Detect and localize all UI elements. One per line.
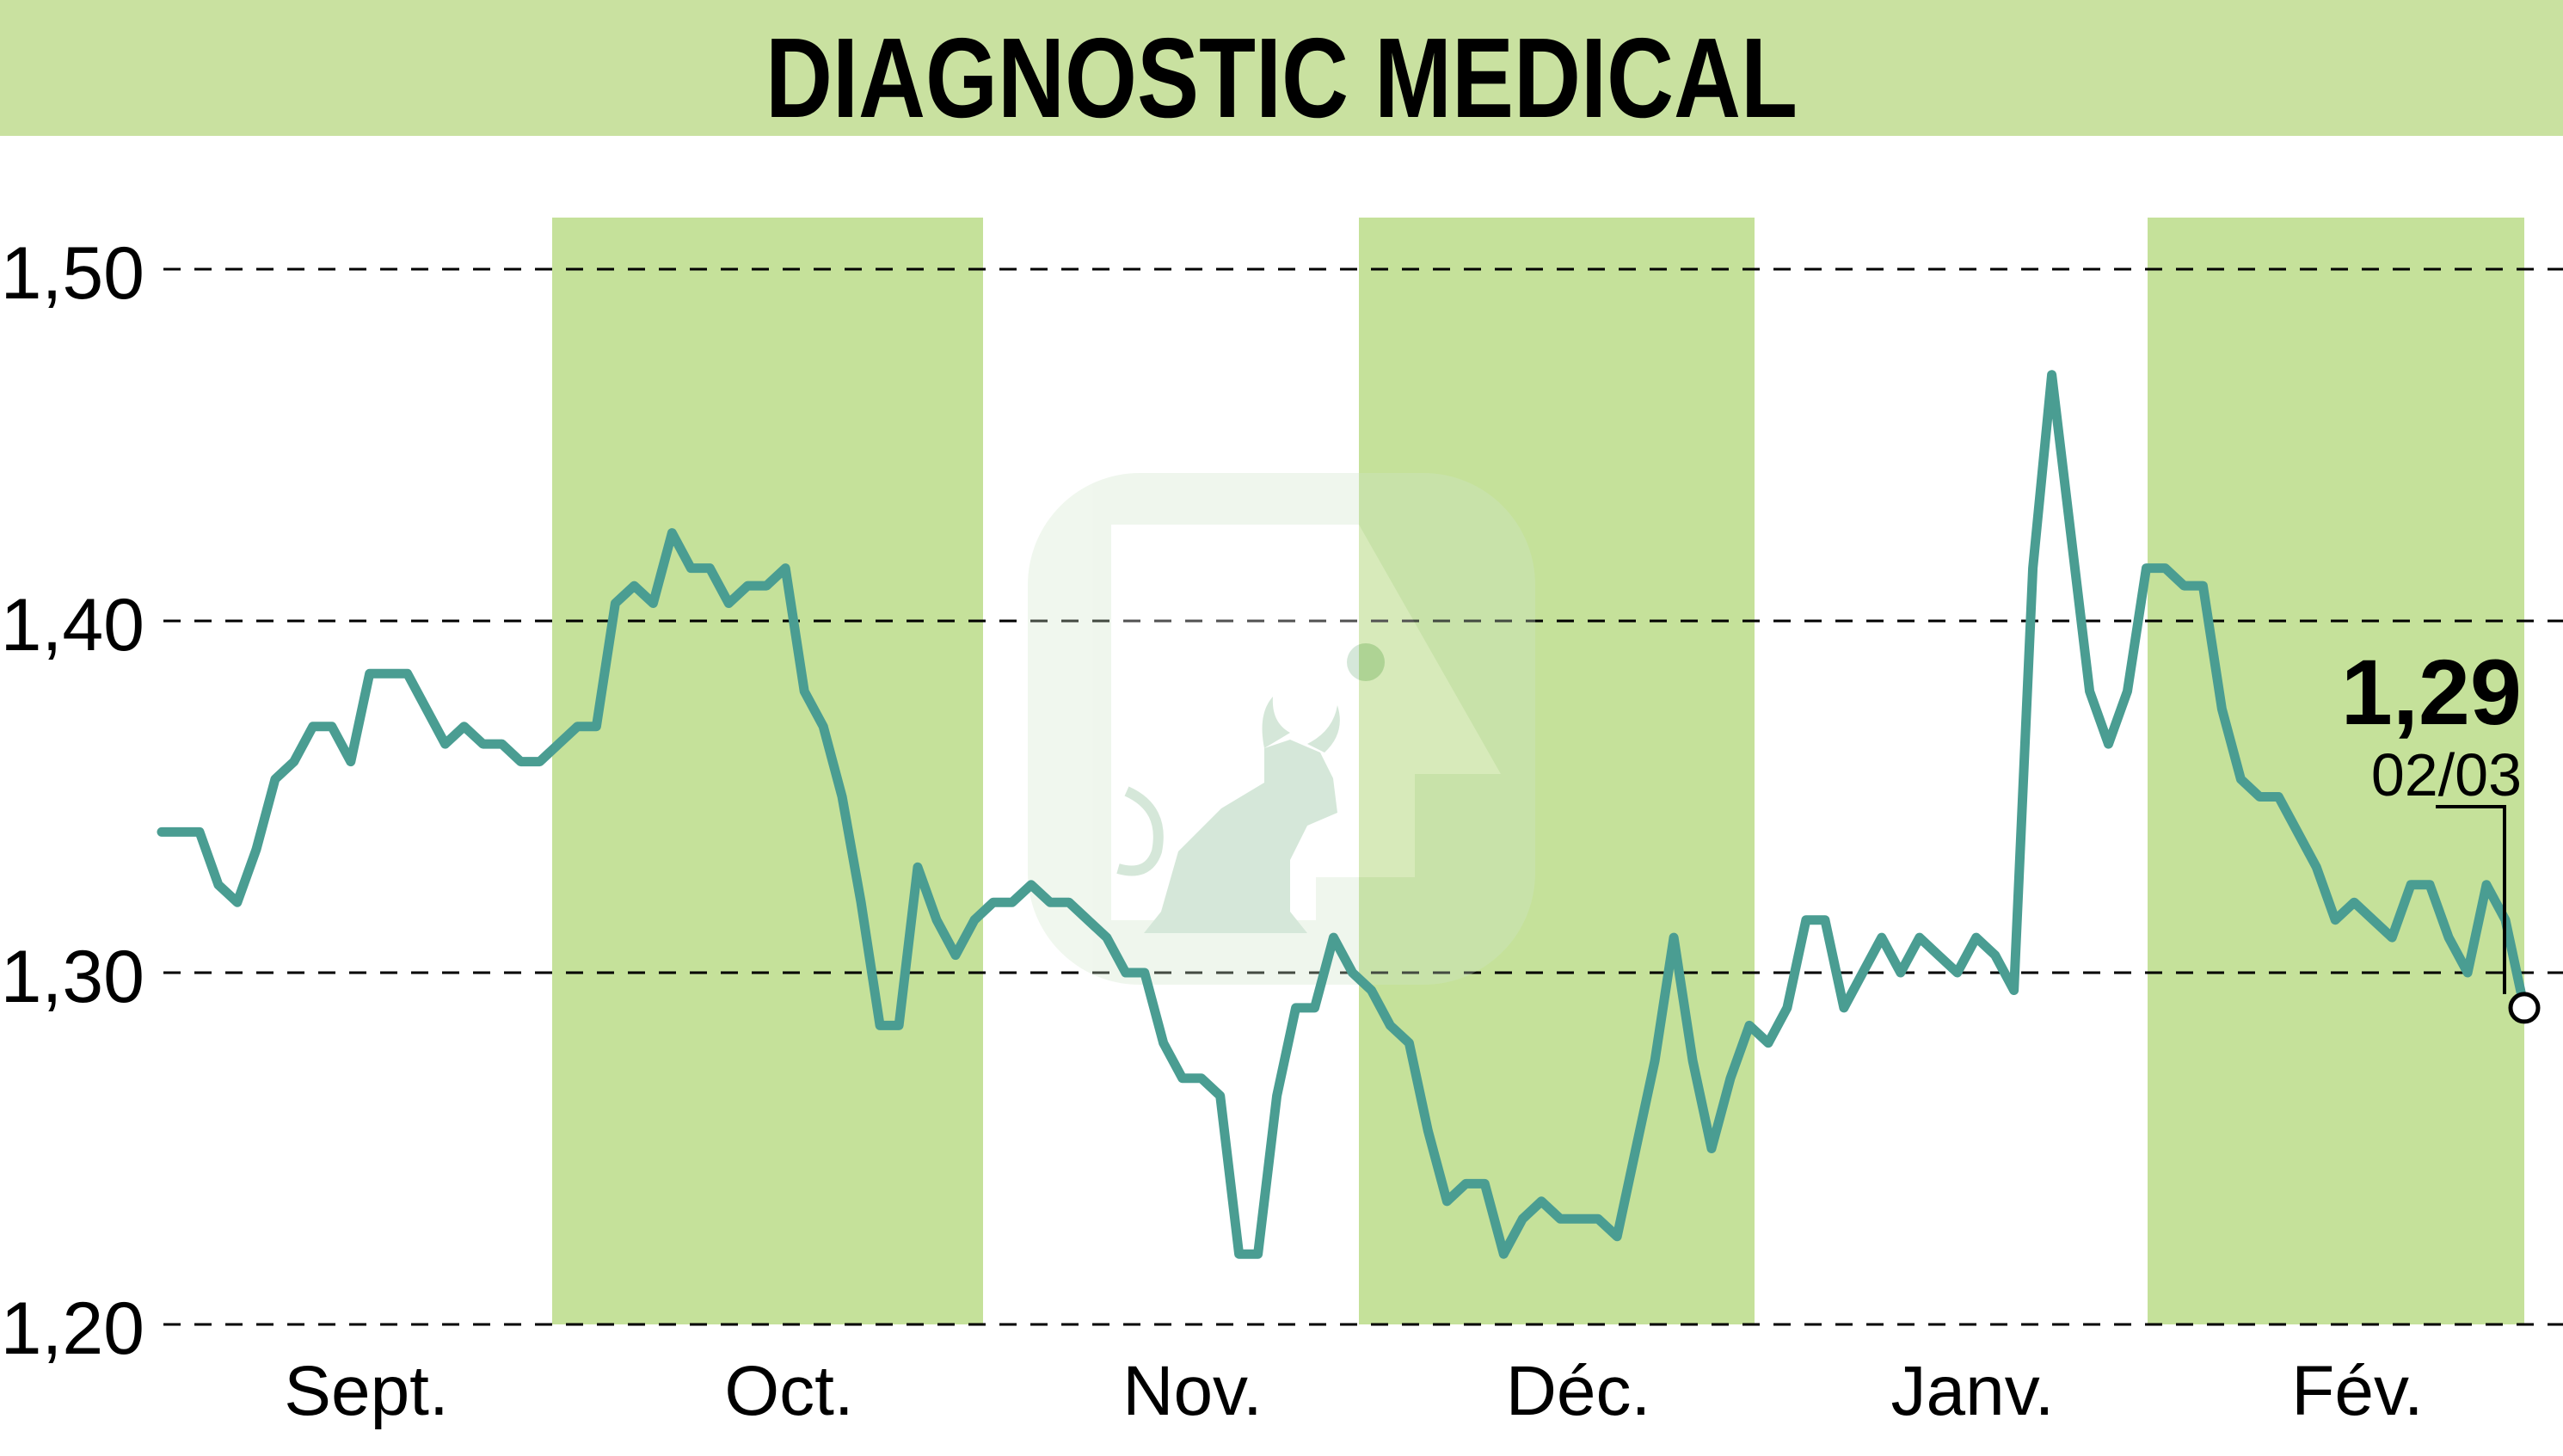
x-tick-label: Nov. [1122, 1352, 1263, 1430]
y-axis-labels: 1,20 1,30 1,40 1,50 [1, 232, 144, 1370]
x-tick-label: Déc. [1506, 1352, 1651, 1430]
chart-title: DIAGNOSTIC MEDICAL [765, 15, 1798, 141]
last-date-label: 02/03 [2371, 741, 2522, 808]
last-value-label: 1,29 [2341, 640, 2522, 744]
x-tick-label: Fév. [2291, 1352, 2423, 1430]
x-tick-label: Oct. [724, 1352, 853, 1430]
y-tick-label: 1,30 [1, 936, 144, 1018]
month-band [2148, 218, 2524, 1324]
month-band [552, 218, 983, 1324]
x-axis-labels: Sept. Oct. Nov. Déc. Janv. Fév. [284, 1352, 2423, 1430]
title-band [0, 0, 2563, 136]
leader-line [2436, 805, 2506, 994]
last-value-annotation: 1,29 02/03 [2341, 640, 2541, 1024]
price-line [157, 370, 2529, 1259]
y-tick-label: 1,40 [1, 584, 144, 667]
shaded-month-bands [552, 218, 2524, 1324]
x-tick-label: Sept. [284, 1352, 448, 1430]
y-tick-label: 1,50 [1, 232, 144, 315]
y-tick-label: 1,20 [1, 1287, 144, 1370]
x-tick-label: Janv. [1891, 1352, 2055, 1430]
bull-house-logo-icon [1028, 473, 1535, 985]
month-band [1359, 218, 1755, 1324]
last-point-marker [2508, 992, 2541, 1024]
